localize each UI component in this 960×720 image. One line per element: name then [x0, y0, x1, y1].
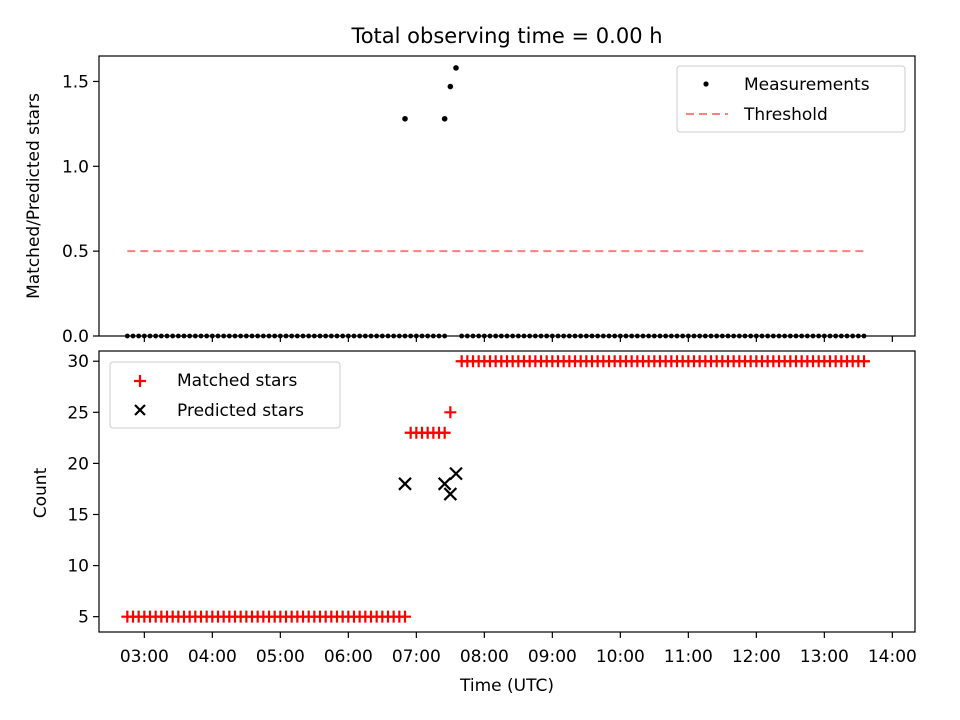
top-legend: Measurements Threshold: [676, 65, 906, 133]
bottom-y-tick-label: 10: [67, 557, 89, 577]
top-plot-area: 0.0 0.5 1.0 1.5: [62, 55, 916, 347]
x-tick-label: 07:00: [392, 647, 441, 667]
matched-star-point: [444, 406, 457, 419]
bottom-y-tick-label: 30: [67, 352, 89, 372]
measurement-point: [447, 83, 454, 90]
predicted-star-point: [449, 466, 463, 481]
x-tick-label: 03:00: [120, 647, 169, 667]
bottom-legend: Matched stars Predicted stars: [109, 361, 341, 429]
x-tick-label: 11:00: [664, 647, 713, 667]
legend-measurements-label: Measurements: [744, 75, 870, 95]
x-tick-label: 12:00: [732, 647, 781, 667]
legend-predicted-label: Predicted stars: [177, 401, 304, 421]
top-y-tick-label: 1.0: [62, 157, 89, 177]
x-tick-label: 06:00: [324, 647, 373, 667]
measurement-point: [453, 65, 459, 71]
top-y-axis-label: Matched/Predicted stars: [24, 93, 44, 299]
measurement-point: [441, 115, 448, 122]
predicted-star-point: [398, 477, 412, 491]
x-axis-label: Time (UTC): [459, 676, 554, 696]
bottom-y-tick-label: 15: [67, 505, 89, 525]
matched-star-point: [399, 610, 411, 623]
x-tick-label: 08:00: [460, 647, 509, 667]
matched-star-point: [438, 426, 451, 439]
legend-matched-marker: [134, 375, 146, 387]
x-tick-label: 13:00: [800, 647, 849, 667]
bottom-y-tick-label: 20: [67, 454, 89, 474]
bottom-y-tick-label: 5: [78, 608, 89, 628]
x-tick-label: 09:00: [528, 647, 577, 667]
top-plot-frame: [98, 55, 916, 337]
bottom-plot-frame: [98, 350, 916, 633]
bottom-plot-area: 5 10 15 20 25 30 03:00 04:00 05:00 06:00 07:00 08:0…: [67, 350, 917, 667]
bottom-y-tick-label: 25: [67, 403, 89, 423]
legend-threshold-label: Threshold: [743, 105, 828, 125]
x-tick-label: 05:00: [256, 647, 305, 667]
matched-star-point: [858, 355, 870, 368]
bottom-legend-box: [109, 361, 341, 429]
chart-title: Total observing time = 0.00 h: [350, 24, 662, 48]
top-y-tick-label: 0.0: [62, 327, 89, 347]
legend-measurements-marker: [703, 81, 709, 87]
x-tick-label: 10:00: [596, 647, 645, 667]
bottom-y-axis-label: Count: [31, 467, 51, 518]
top-y-tick-label: 0.5: [62, 242, 89, 262]
measurement-point: [402, 115, 408, 122]
top-legend-box: [676, 65, 906, 133]
x-tick-label: 04:00: [188, 647, 237, 667]
legend-predicted-marker: [134, 404, 146, 416]
legend-matched-label: Matched stars: [177, 371, 297, 391]
predicted-star-point: [437, 477, 452, 491]
top-y-tick-label: 1.5: [62, 72, 89, 92]
x-tick-label: 14:00: [868, 647, 917, 667]
predicted-star-point: [443, 487, 458, 501]
